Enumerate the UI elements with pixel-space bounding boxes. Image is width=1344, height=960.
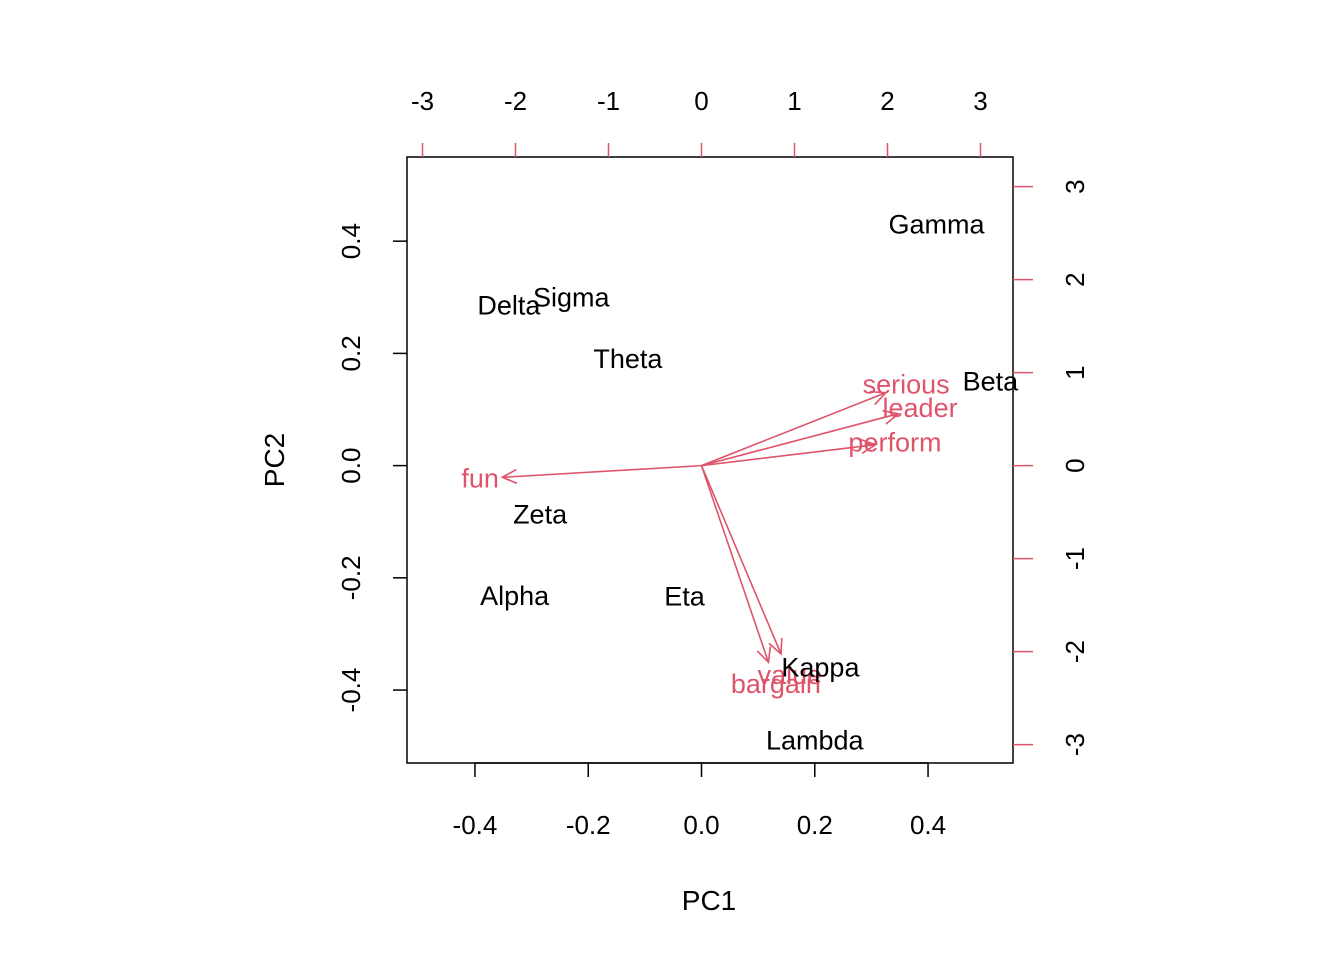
left-tick-label: -0.2: [336, 555, 366, 600]
loading-arrow-fun: [502, 464, 702, 479]
loading-arrow-serious: [701, 392, 886, 467]
top-tick-label: 2: [880, 86, 894, 116]
observation-label-eta: Eta: [664, 581, 706, 611]
loading-arrow-value: [700, 465, 782, 655]
top-tick-label: 1: [787, 86, 801, 116]
bottom-tick-label: 0.0: [683, 810, 719, 840]
left-tick-label: 0.4: [336, 223, 366, 259]
loading-arrow-perform: [701, 443, 876, 467]
left-axis: -0.4 -0.2 0.0 0.2 0.4: [336, 223, 407, 712]
bottom-tick-label: 0.4: [910, 810, 946, 840]
loading-arrowhead-bargain: [756, 646, 772, 665]
observation-label-gamma: Gamma: [889, 209, 986, 239]
right-tick-label: -3: [1060, 733, 1090, 756]
right-tick-label: -2: [1060, 640, 1090, 663]
y-axis-title: PC2: [259, 433, 290, 487]
loading-arrow-leader: [701, 412, 899, 467]
top-tick-label: -2: [504, 86, 527, 116]
left-tick-label: 0.0: [336, 448, 366, 484]
loading-arrow-bargain: [700, 465, 770, 663]
observation-label-theta: Theta: [593, 344, 663, 374]
right-tick-label: 2: [1060, 272, 1090, 286]
loading-arrowhead-fun: [500, 468, 518, 485]
loading-arrowhead-serious: [869, 390, 888, 406]
x-axis-title: PC1: [682, 885, 736, 916]
loading-label-value: value: [758, 660, 823, 690]
loading-arrowhead-value: [768, 637, 783, 656]
top-tick-label: 3: [973, 86, 987, 116]
loading-label-perform: perform: [848, 427, 941, 457]
right-tick-label: 0: [1060, 458, 1090, 472]
observation-label-zeta: Zeta: [513, 499, 568, 529]
loading-arrowhead-perform: [860, 438, 878, 454]
bottom-tick-label: -0.4: [453, 810, 498, 840]
right-tick-label: -1: [1060, 547, 1090, 570]
bottom-tick-label: -0.2: [566, 810, 611, 840]
top-tick-label: -3: [411, 86, 434, 116]
loading-label-fun: fun: [461, 464, 499, 494]
left-tick-label: 0.2: [336, 335, 366, 371]
left-tick-label: -0.4: [336, 668, 366, 713]
loading-label-leader: leader: [883, 393, 958, 423]
observation-label-beta: Beta: [963, 366, 1020, 396]
loading-label-serious: serious: [863, 370, 950, 400]
right-tick-label: 1: [1060, 365, 1090, 379]
observation-label-sigma: Sigma: [533, 282, 611, 312]
loading-label-bargain: bargain: [731, 669, 821, 699]
top-tick-label: -1: [597, 86, 620, 116]
right-axis: -3 -2 -1 0 1 2 3: [1013, 179, 1090, 756]
right-tick-label: 3: [1060, 179, 1090, 193]
loading-arrowhead-leader: [882, 409, 900, 425]
top-tick-label: 0: [694, 86, 708, 116]
bottom-axis: -0.4 -0.2 0.0 0.2 0.4: [453, 762, 946, 840]
plot-frame: [406, 156, 1014, 764]
observation-label-alpha: Alpha: [480, 581, 550, 611]
bottom-tick-label: 0.2: [797, 810, 833, 840]
top-axis: -3 -2 -1 0 1 2 3: [411, 86, 988, 157]
observation-label-delta: Delta: [477, 291, 541, 321]
observation-label-lambda: Lambda: [766, 726, 865, 756]
observation-label-kappa: Kappa: [781, 653, 860, 683]
